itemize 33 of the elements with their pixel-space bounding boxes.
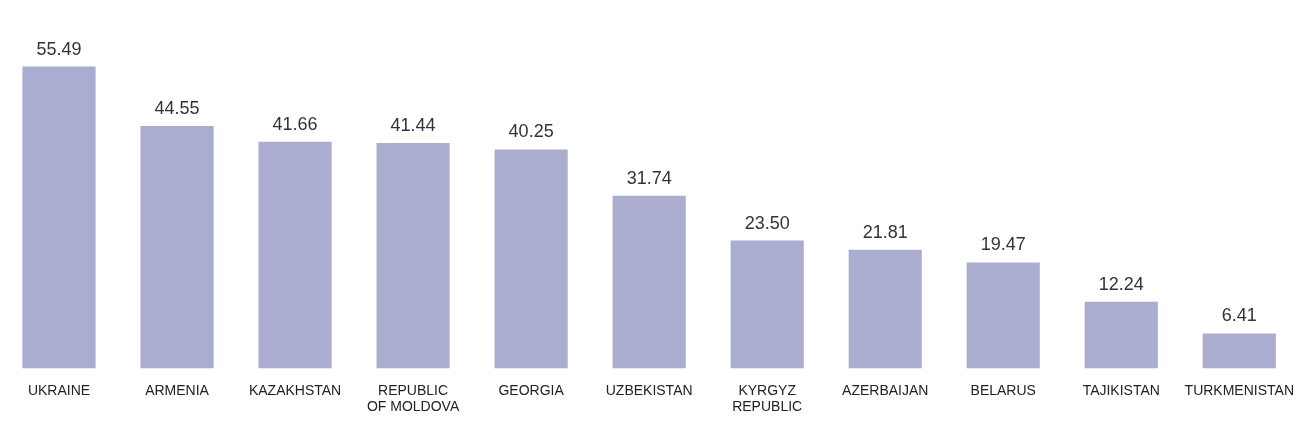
data-label: 21.81 — [862, 221, 908, 242]
x-tick-label: UZBEKISTAN — [605, 381, 693, 398]
bar — [140, 126, 214, 369]
x-tick-label: BELARUS — [970, 381, 1036, 398]
data-label: 41.66 — [272, 113, 318, 134]
bar — [1202, 333, 1276, 369]
bar — [258, 141, 332, 369]
data-label: 19.47 — [980, 234, 1026, 255]
bar — [848, 249, 922, 369]
data-label: 12.24 — [1098, 273, 1144, 294]
bar — [376, 142, 450, 369]
data-label: 41.44 — [390, 114, 436, 135]
x-tick-label: ARMENIA — [145, 381, 210, 398]
data-label: 40.25 — [508, 121, 554, 142]
x-tick-label: TURKMENISTAN — [1184, 381, 1295, 398]
data-label: 6.41 — [1221, 305, 1257, 326]
bar — [22, 66, 96, 369]
bar — [1084, 301, 1158, 369]
x-tick-label: UKRAINE — [27, 381, 91, 398]
x-tick-label: KYRGYZ REPUBLIC — [732, 381, 803, 415]
x-tick-label: REPUBLIC OF MOLDOVA — [366, 381, 460, 415]
data-label: 23.50 — [744, 212, 790, 233]
data-label: 44.55 — [154, 98, 200, 119]
x-tick-label: KAZAKHSTAN — [248, 381, 342, 398]
x-tick-label: TAJIKISTAN — [1082, 381, 1160, 398]
x-tick-label: AZERBAIJAN — [842, 381, 929, 398]
bar — [966, 262, 1040, 369]
data-label: 31.74 — [626, 167, 672, 188]
x-tick-label: GEORGIA — [498, 381, 565, 398]
bar — [612, 195, 686, 369]
bar — [730, 240, 804, 369]
bar — [494, 149, 568, 369]
data-label: 55.49 — [36, 38, 82, 59]
